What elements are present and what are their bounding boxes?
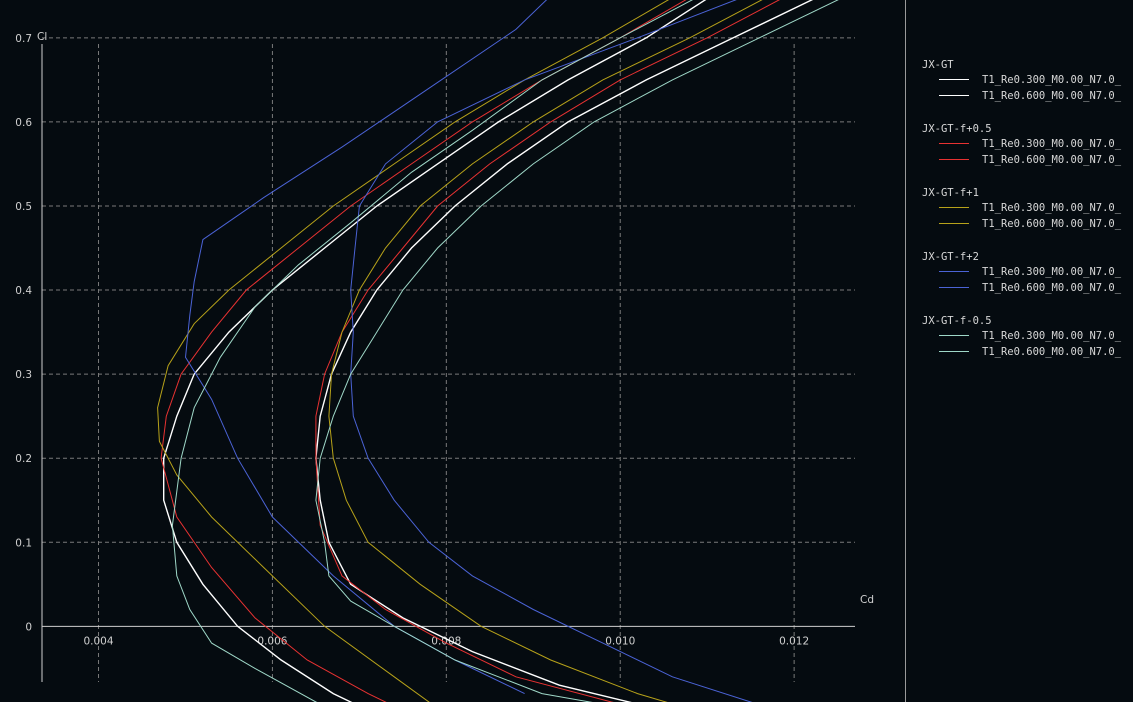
legend-entry: T1_Re0.300_M0.00_N7.0_ <box>922 200 1133 216</box>
y-tick-label: 0.7 <box>15 33 32 45</box>
legend-entry: T1_Re0.300_M0.00_N7.0_ <box>922 328 1133 344</box>
legend-group: JX-GT-f+2 T1_Re0.300_M0.00_N7.0_ T1_Re0.60… <box>922 250 1133 296</box>
legend-swatch <box>939 223 969 224</box>
axes: 0.004 0.006 0.008 0.010 0.01200.10.20.30.40.… <box>15 33 855 682</box>
legend-label: T1_Re0.300_M0.00_N7.0_ <box>982 138 1122 150</box>
x-tick-label: 0.012 <box>779 635 809 647</box>
legend-group-title: JX-GT-f+2 <box>922 251 979 263</box>
legend-label: T1_Re0.300_M0.00_N7.0_ <box>982 266 1122 278</box>
legend-entry: T1_Re0.600_M0.00_N7.0_ <box>922 88 1133 104</box>
series-layer <box>157 0 839 702</box>
legend-swatch <box>939 207 969 208</box>
y-axis-label: Cl <box>37 31 47 43</box>
legend-label: T1_Re0.600_M0.00_N7.0_ <box>982 346 1122 358</box>
legend-swatch <box>939 143 969 144</box>
series-line <box>184 0 548 695</box>
legend-group: JX-GT T1_Re0.300_M0.00_N7.0_ T1_Re0.600_M0… <box>922 58 1133 104</box>
x-axis-label: Cd <box>860 594 874 606</box>
legend-label: T1_Re0.300_M0.00_N7.0_ <box>982 330 1122 342</box>
y-tick-label: 0.2 <box>15 453 32 465</box>
y-tick-label: 0.6 <box>15 117 32 129</box>
series-line <box>350 0 753 702</box>
series-line <box>315 0 780 702</box>
y-tick-label: 0.4 <box>15 285 32 297</box>
legend-label: T1_Re0.300_M0.00_N7.0_ <box>982 74 1122 86</box>
legend-entry: T1_Re0.300_M0.00_N7.0_ <box>922 264 1133 280</box>
x-tick-label: 0.004 <box>83 635 113 647</box>
legend-group: JX-GT-f-0.5 T1_Re0.300_M0.00_N7.0_ T1_Re0.… <box>922 314 1133 360</box>
legend-label: T1_Re0.600_M0.00_N7.0_ <box>982 282 1122 294</box>
legend-group-title: JX-GT-f+0.5 <box>922 123 992 135</box>
legend-group-title: JX-GT-f+1 <box>922 187 979 199</box>
series-line <box>328 0 763 702</box>
legend-label: T1_Re0.300_M0.00_N7.0_ <box>982 202 1122 214</box>
series-line <box>157 0 670 702</box>
series-line <box>315 0 814 702</box>
legend-group-title: JX-GT-f-0.5 <box>922 315 992 327</box>
legend-swatch <box>939 79 969 80</box>
series-line <box>160 0 687 702</box>
x-tick-label: 0.010 <box>605 635 635 647</box>
y-tick-label: 0.3 <box>15 369 32 381</box>
series-line <box>315 0 839 702</box>
series-line <box>163 0 707 702</box>
series-line <box>171 0 694 702</box>
polar-plot[interactable]: 0.004 0.006 0.008 0.010 0.01200.10.20.30.40.… <box>0 0 905 702</box>
legend-swatch <box>939 335 969 336</box>
legend: JX-GT T1_Re0.300_M0.00_N7.0_ T1_Re0.600_M0… <box>905 0 1133 702</box>
legend-entry: T1_Re0.600_M0.00_N7.0_ <box>922 280 1133 296</box>
legend-entry: T1_Re0.600_M0.00_N7.0_ <box>922 216 1133 232</box>
legend-group-title: JX-GT <box>922 59 954 71</box>
legend-group: JX-GT-f+0.5 T1_Re0.300_M0.00_N7.0_ T1_Re0.… <box>922 122 1133 168</box>
legend-entry: T1_Re0.300_M0.00_N7.0_ <box>922 136 1133 152</box>
legend-label: T1_Re0.600_M0.00_N7.0_ <box>982 218 1122 230</box>
legend-label: T1_Re0.600_M0.00_N7.0_ <box>982 90 1122 102</box>
legend-swatch <box>939 287 969 288</box>
legend-swatch <box>939 159 969 160</box>
y-tick-label: 0 <box>25 621 32 633</box>
legend-group: JX-GT-f+1 T1_Re0.300_M0.00_N7.0_ T1_Re0.60… <box>922 186 1133 232</box>
legend-entry: T1_Re0.600_M0.00_N7.0_ <box>922 152 1133 168</box>
legend-entry: T1_Re0.300_M0.00_N7.0_ <box>922 72 1133 88</box>
x-tick-label: 0.008 <box>431 635 461 647</box>
legend-swatch <box>939 271 969 272</box>
grid <box>42 37 855 682</box>
legend-swatch <box>939 95 969 96</box>
legend-entry: T1_Re0.600_M0.00_N7.0_ <box>922 344 1133 360</box>
y-tick-label: 0.1 <box>15 537 32 549</box>
legend-swatch <box>939 351 969 352</box>
legend-label: T1_Re0.600_M0.00_N7.0_ <box>982 154 1122 166</box>
y-tick-label: 0.5 <box>15 201 32 213</box>
